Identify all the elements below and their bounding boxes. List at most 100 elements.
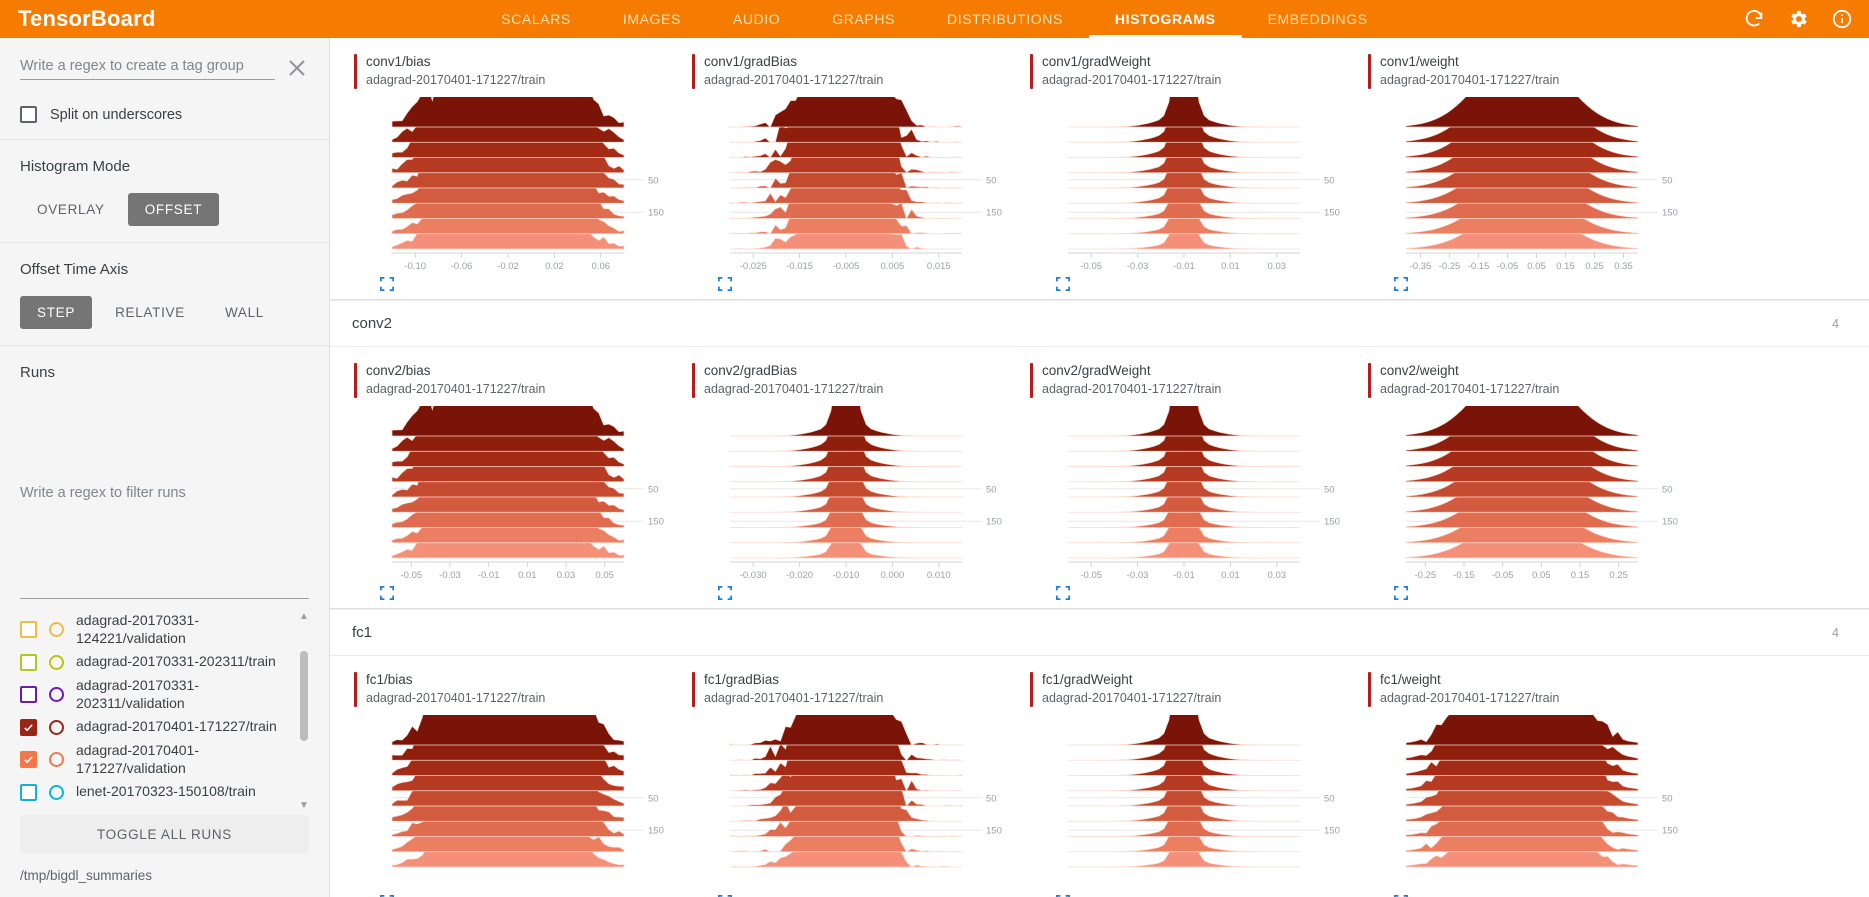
- runs-scrollbar[interactable]: ▲ ▼: [299, 611, 309, 811]
- histogram-card[interactable]: conv2/gradBias adagrad-20170401-171227/tr…: [690, 363, 1028, 604]
- scroll-up-icon[interactable]: ▲: [299, 611, 309, 622]
- tag-group-title: conv2: [352, 315, 393, 333]
- close-icon[interactable]: [285, 56, 309, 80]
- histogram-plot[interactable]: 50 150: [690, 715, 1020, 895]
- histogram-plot[interactable]: 50 150 -0.10 -0.06 -0.02 0.02 0.06: [352, 97, 682, 277]
- expand-icon[interactable]: [380, 277, 394, 295]
- histogram-mode-overlay[interactable]: OVERLAY: [37, 202, 105, 217]
- run-item[interactable]: adagrad-20170331-202311/validation: [20, 676, 293, 713]
- gear-icon[interactable]: [1787, 8, 1809, 30]
- run-color-swatch[interactable]: [49, 622, 64, 637]
- run-checkbox[interactable]: [20, 751, 37, 768]
- expand-icon[interactable]: [380, 586, 394, 604]
- histogram-plot[interactable]: 50 150: [1366, 715, 1696, 895]
- offset-time-axis-step[interactable]: STEP: [20, 296, 93, 329]
- expand-icon[interactable]: [1056, 895, 1070, 897]
- plot-area[interactable]: 50 150 -0.10 -0.06 -0.02 0.02 0.06: [352, 97, 690, 277]
- tab-audio[interactable]: AUDIO: [732, 11, 781, 27]
- toggle-all-runs-button[interactable]: TOGGLE ALL RUNS: [20, 815, 309, 854]
- expand-icon[interactable]: [1056, 277, 1070, 295]
- x-axis-tick: -0.06: [451, 261, 473, 272]
- split-on-underscores-row[interactable]: Split on underscores: [20, 106, 309, 123]
- histogram-card[interactable]: fc1/weight adagrad-20170401-171227/train 5…: [1366, 672, 1704, 897]
- expand-icon[interactable]: [1056, 586, 1070, 604]
- plot-area[interactable]: 50 150: [690, 715, 1028, 895]
- histogram-plot[interactable]: 50 150 -0.05 -0.03 -0.01 0.01 0.03: [1028, 406, 1358, 586]
- run-checkbox[interactable]: [20, 621, 37, 638]
- y-axis-tick: 150: [1324, 517, 1340, 528]
- plot-area[interactable]: 50 150 -0.05 -0.03 -0.01 0.01 0.03: [1028, 97, 1366, 277]
- runs-regex-input[interactable]: [20, 391, 309, 599]
- histogram-card[interactable]: conv1/gradWeight adagrad-20170401-171227/…: [1028, 54, 1366, 295]
- histogram-plot[interactable]: 50 150: [1028, 715, 1358, 895]
- tab-histograms[interactable]: HISTOGRAMS: [1089, 0, 1242, 38]
- expand-icon[interactable]: [1394, 586, 1408, 604]
- run-checkbox[interactable]: [20, 686, 37, 703]
- run-item[interactable]: lenet-20170323-150108/validation: [20, 806, 293, 811]
- scroll-down-icon[interactable]: ▼: [299, 800, 309, 811]
- plot-area[interactable]: 50 150 -0.025 -0.015 -0.005 0.005 0.015: [690, 97, 1028, 277]
- run-color-swatch[interactable]: [49, 784, 64, 800]
- run-item[interactable]: lenet-20170323-150108/train: [20, 778, 293, 806]
- tab-distributions[interactable]: DISTRIBUTIONS: [947, 11, 1063, 27]
- run-item[interactable]: adagrad-20170331-124221/validation: [20, 611, 293, 648]
- histogram-card[interactable]: fc1/gradBias adagrad-20170401-171227/trai…: [690, 672, 1028, 897]
- expand-icon[interactable]: [1394, 895, 1408, 897]
- expand-icon[interactable]: [1394, 277, 1408, 295]
- run-checkbox[interactable]: [20, 783, 37, 801]
- refresh-icon[interactable]: [1743, 8, 1765, 30]
- histogram-plot[interactable]: 50 150 -0.25 -0.15 -0.05 0.05 0.15 0.25: [1366, 406, 1696, 586]
- split-on-underscores-checkbox[interactable]: [20, 106, 37, 123]
- offset-time-axis-relative[interactable]: RELATIVE: [115, 305, 185, 320]
- tab-embeddings[interactable]: EMBEDDINGS: [1267, 11, 1368, 27]
- run-item[interactable]: adagrad-20170401-171227/train: [20, 713, 293, 741]
- run-color-swatch[interactable]: [49, 719, 64, 735]
- scrollbar-thumb[interactable]: [300, 651, 308, 741]
- expand-icon[interactable]: [718, 895, 732, 897]
- tab-graphs[interactable]: GRAPHS: [832, 11, 896, 27]
- plot-area[interactable]: 50 150 -0.25 -0.15 -0.05 0.05 0.15 0.25: [1366, 406, 1704, 586]
- card-header: conv2/gradBias adagrad-20170401-171227/tr…: [690, 363, 1028, 399]
- histogram-card[interactable]: fc1/bias adagrad-20170401-171227/train 50 1…: [352, 672, 690, 897]
- plot-area[interactable]: 50 150: [1366, 715, 1704, 895]
- run-checkbox[interactable]: [20, 653, 37, 671]
- run-color-swatch[interactable]: [49, 687, 64, 702]
- info-icon[interactable]: [1831, 8, 1853, 30]
- plot-area[interactable]: 50 150 -0.05 -0.03 -0.01 0.01 0.03 0.05: [352, 406, 690, 586]
- runs-title: Runs: [20, 364, 56, 381]
- expand-icon[interactable]: [718, 277, 732, 295]
- histogram-card[interactable]: conv2/weight adagrad-20170401-171227/trai…: [1366, 363, 1704, 604]
- plot-area[interactable]: 50 150 -0.05 -0.03 -0.01 0.01 0.03: [1028, 406, 1366, 586]
- histogram-plot[interactable]: 50 150 -0.35 -0.25 -0.15 -0.05 0.05 0.15 0.25 0.3…: [1366, 97, 1696, 277]
- histogram-plot[interactable]: 50 150: [352, 715, 682, 895]
- expand-icon[interactable]: [380, 895, 394, 897]
- card-run-name: adagrad-20170401-171227/train: [1380, 691, 1560, 706]
- offset-time-axis-wall[interactable]: WALL: [224, 305, 264, 320]
- run-color-swatch[interactable]: [49, 752, 64, 767]
- histogram-card[interactable]: conv1/bias adagrad-20170401-171227/train 5…: [352, 54, 690, 295]
- run-item[interactable]: adagrad-20170331-202311/train: [20, 648, 293, 676]
- plot-area[interactable]: 50 150: [352, 715, 690, 895]
- run-checkbox[interactable]: [20, 718, 37, 736]
- tab-scalars[interactable]: SCALARS: [501, 11, 571, 27]
- histogram-plot[interactable]: 50 150 -0.030 -0.020 -0.010 0.000 0.010: [690, 406, 1020, 586]
- run-item[interactable]: adagrad-20170401-171227/validation: [20, 741, 293, 778]
- histogram-plot[interactable]: 50 150 -0.05 -0.03 -0.01 0.01 0.03 0.05: [352, 406, 682, 586]
- histogram-card[interactable]: conv1/gradBias adagrad-20170401-171227/tr…: [690, 54, 1028, 295]
- plot-area[interactable]: 50 150 -0.35 -0.25 -0.15 -0.05 0.05 0.15 0.25 0.3…: [1366, 97, 1704, 277]
- histogram-card[interactable]: conv2/gradWeight adagrad-20170401-171227/…: [1028, 363, 1366, 604]
- tab-images[interactable]: IMAGES: [622, 11, 681, 27]
- histogram-plot[interactable]: 50 150 -0.05 -0.03 -0.01 0.01 0.03: [1028, 97, 1358, 277]
- plot-area[interactable]: 50 150 -0.030 -0.020 -0.010 0.000 0.010: [690, 406, 1028, 586]
- histogram-plot[interactable]: 50 150 -0.025 -0.015 -0.005 0.005 0.015: [690, 97, 1020, 277]
- expand-icon[interactable]: [718, 586, 732, 604]
- tag-group-header[interactable]: conv2 4: [330, 300, 1869, 348]
- histogram-card[interactable]: fc1/gradWeight adagrad-20170401-171227/tr…: [1028, 672, 1366, 897]
- tag-group-header[interactable]: fc1 4: [330, 609, 1869, 657]
- histogram-card[interactable]: conv2/bias adagrad-20170401-171227/train 5…: [352, 363, 690, 604]
- histogram-mode-offset[interactable]: OFFSET: [127, 193, 220, 226]
- run-color-swatch[interactable]: [49, 654, 64, 670]
- plot-area[interactable]: 50 150: [1028, 715, 1366, 895]
- tag-regex-input[interactable]: [20, 56, 275, 80]
- histogram-card[interactable]: conv1/weight adagrad-20170401-171227/trai…: [1366, 54, 1704, 295]
